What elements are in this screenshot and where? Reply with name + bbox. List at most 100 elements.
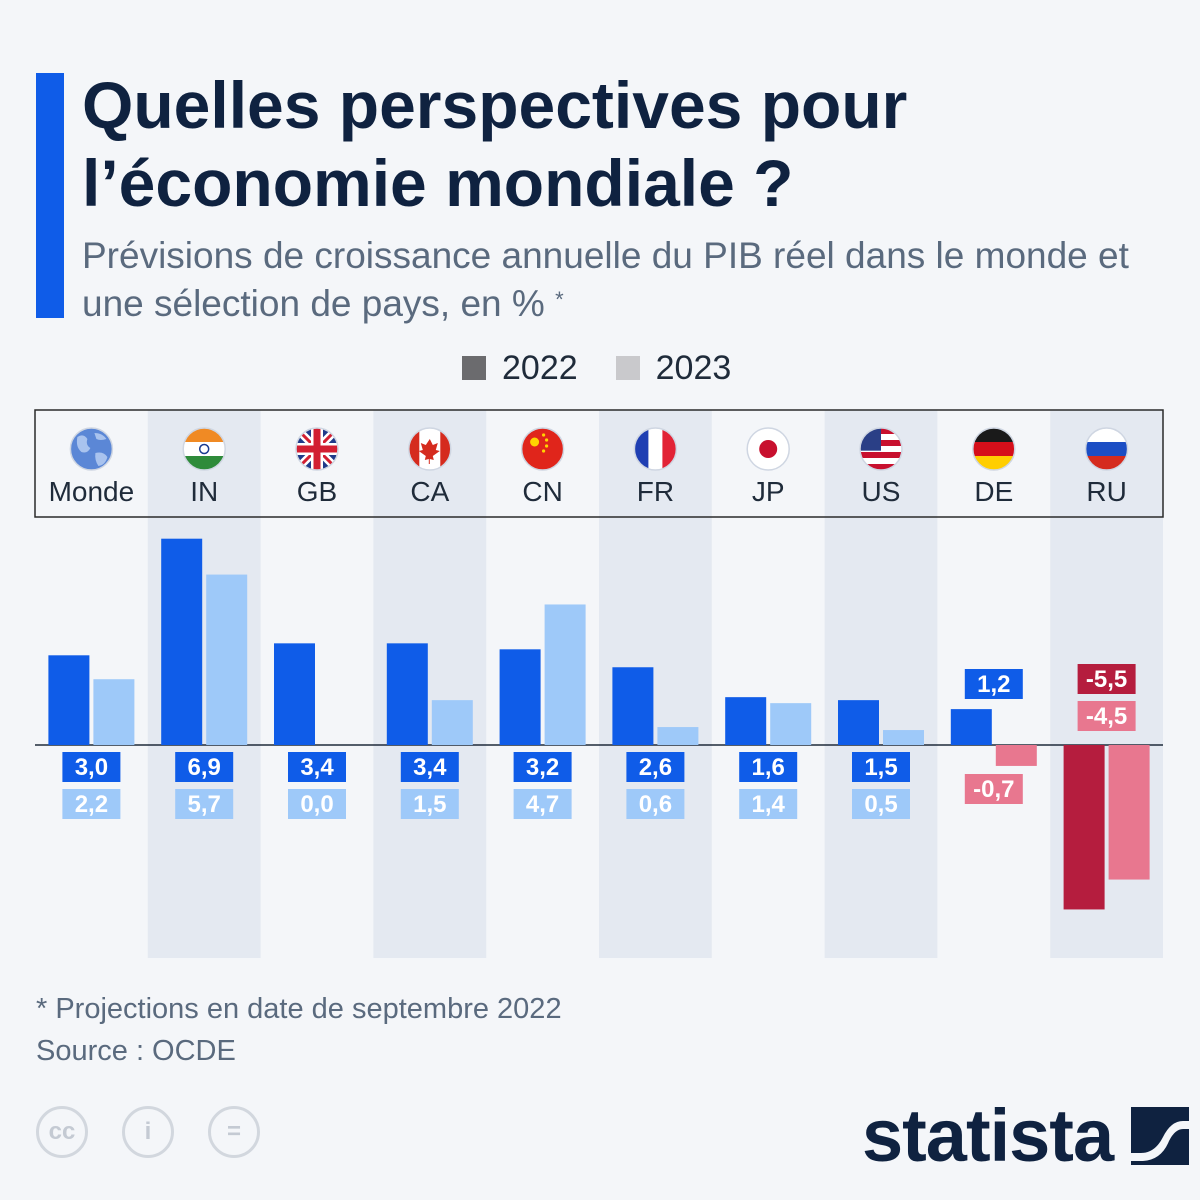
value-label-de-2022-bg [964,669,1023,699]
value-label-cn-2023-bg [513,789,572,819]
category-label-in: IN [190,476,218,507]
value-label-fr-2022: 2,6 [639,754,672,781]
india-chakra [198,443,210,455]
value-label-us-2022-bg [852,752,910,782]
bar-monde-2023 [93,679,135,745]
icon-part [296,445,338,453]
icon-outline [295,427,339,471]
bar-jp-2023 [770,703,812,745]
icon-outline [859,427,903,471]
icon-part [860,452,902,459]
footnote-source: Source : OCDE [36,1035,236,1067]
icon-part [860,464,902,470]
value-label-monde-2022: 3,0 [75,754,108,781]
icon-outline [633,427,678,471]
legend-item-2023: 2023 [615,348,732,388]
value-label-in-2023-bg [175,789,234,819]
globe-land [76,433,108,466]
value-label-fr-2023-bg [626,789,685,819]
china-star-small [542,449,546,453]
statista-logo[interactable]: statista [862,1096,1190,1176]
bar-jp-2022 [725,697,767,745]
value-label-de-2023-bg [964,774,1023,804]
china-star-small [545,438,549,442]
value-label-us-2023: 0,5 [864,791,897,818]
legend-label-2022: 2022 [502,348,578,387]
icon-outline [69,427,114,471]
cc-icon[interactable]: cc [36,1106,88,1158]
legend-swatch-2022 [462,356,486,380]
legend-swatch-2023 [615,356,640,380]
bar-cn-2022 [499,649,541,745]
bar-cn-2023 [544,604,586,745]
category-label-cn: CN [522,476,562,507]
value-label-gb-2022-bg [288,752,346,782]
value-label-ca-2023: 1,5 [413,791,446,818]
icon-part [972,428,1015,443]
value-label-de-2023: -0,7 [973,776,1014,803]
icon-fill [70,428,113,470]
chart-legend: 2022 2023 [462,346,769,390]
flag-russia-icon [1084,427,1129,471]
value-label-us-2023-bg [852,789,910,819]
bar-in-2022 [161,538,203,745]
bar-ru-2022 [1063,745,1105,910]
flag-germany-icon [972,427,1016,471]
value-label-jp-2022: 1,6 [752,754,785,781]
icon-outline [746,427,790,471]
legend-label-2023: 2023 [655,348,732,387]
flag-india-icon [182,427,226,471]
value-label-fr-2023: 0,6 [639,791,672,818]
subtitle-footnote-marker: * [555,287,564,312]
icon-part [860,458,902,465]
flag-japan-icon [746,427,790,471]
chart-title: Quelles perspectives pour l’économie mon… [82,68,908,220]
value-label-cn-2023: 4,7 [526,791,559,818]
footnote-note: * Projections en date de septembre 2022 [36,993,562,1025]
value-label-gb-2023-bg [288,789,346,819]
flag-usa-icon [859,427,903,471]
icon-part [972,442,1015,457]
bar-us-2023 [883,730,924,745]
globe-icon [69,427,114,471]
flag-uk-icon [295,427,339,471]
icon-outline [972,427,1016,471]
bar-us-2022 [838,700,879,745]
statista-mark-icon [1131,1107,1190,1165]
bar-monde-2022 [48,655,90,745]
flag-china-icon [520,427,565,471]
attribution-icon[interactable]: i [122,1106,174,1158]
value-label-ru-2023-bg [1077,701,1136,731]
subtitle-text: Prévisions de croissance annuelle du PIB… [82,235,1129,324]
icon-outline [182,427,226,471]
value-label-jp-2023: 1,4 [752,791,786,818]
icon-part [70,428,113,470]
value-label-jp-2022-bg [739,752,798,782]
bar-de-2022 [950,709,992,745]
no-derivatives-icon[interactable]: = [208,1106,260,1158]
bar-in-2023 [206,574,248,745]
china-star-large [530,437,540,447]
flag-france-icon [633,427,678,471]
value-label-de-2022: 1,2 [977,671,1010,698]
value-label-monde-2022-bg [62,752,121,782]
icon-part [183,442,226,457]
value-label-gb-2023: 0,0 [300,791,333,818]
value-label-ca-2023-bg [400,789,459,819]
title-accent-bar [36,73,64,318]
value-label-us-2022: 1,5 [864,754,897,781]
bar-de-2023 [995,745,1037,766]
value-label-in-2022-bg [175,752,234,782]
legend-item-2022: 2022 [462,349,578,388]
icon-outline [1084,427,1129,471]
bar-ca-2023 [431,700,473,745]
china-star-small [545,444,549,448]
column-stripe-us [824,410,938,958]
icon-fill [521,428,564,470]
icon-part [648,428,663,470]
value-label-in-2023: 5,7 [188,791,221,818]
icon-part [440,428,451,470]
icon-outline [408,427,452,471]
value-label-in-2022: 6,9 [188,754,221,781]
category-label-us: US [862,476,901,507]
